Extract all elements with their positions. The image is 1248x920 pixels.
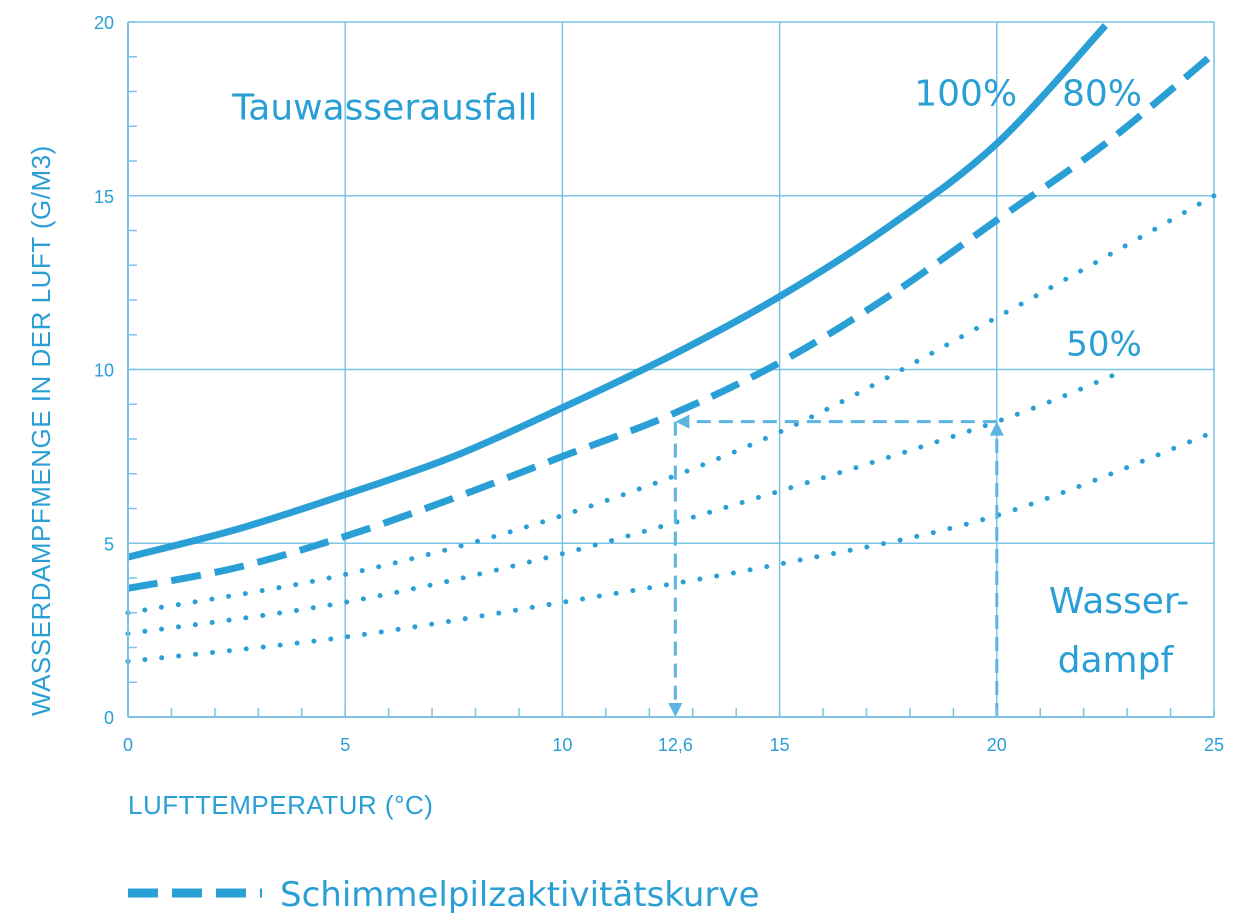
legend: Schimmelpilzaktivitätskurve bbox=[128, 875, 760, 915]
series-100-percent-line bbox=[127, 23, 1108, 561]
x-tick-label: 25 bbox=[1204, 735, 1224, 755]
series-80-percent-line bbox=[127, 50, 1217, 592]
x-tick-label: 10 bbox=[552, 735, 572, 755]
y-tick-label: 15 bbox=[94, 187, 114, 207]
x-tick-label: 20 bbox=[987, 735, 1007, 755]
label-dampf: dampf bbox=[1058, 640, 1175, 681]
y-tick-label: 5 bbox=[104, 534, 114, 554]
x-tick-label: 15 bbox=[770, 735, 790, 755]
guide-arrowhead-2 bbox=[668, 703, 683, 717]
x-tick-label: 5 bbox=[340, 735, 350, 755]
y-tick-label: 20 bbox=[94, 13, 114, 33]
label-80-percent: 80% bbox=[1062, 73, 1142, 114]
series-50-percent-line bbox=[125, 367, 1130, 637]
x-axis-title: LUFTTEMPERATUR (°C) bbox=[128, 790, 433, 820]
legend-label: Schimmelpilzaktivitätskurve bbox=[280, 875, 760, 915]
axes: 0 5 10 12,6 15 20 25 0 5 10 15 20 bbox=[94, 13, 1224, 755]
annotations: Tauwasserausfall 100% 80% 50% Wasser-dampf bbox=[231, 73, 1189, 680]
y-tick-label: 0 bbox=[104, 708, 114, 728]
y-axis-title: WASSERDAMPFMENGE IN DER LUFT (G/M3) bbox=[26, 145, 56, 716]
label-50-percent: 50% bbox=[1066, 325, 1142, 365]
y-tick-label: 10 bbox=[94, 361, 114, 381]
guide-arrowhead-1 bbox=[675, 414, 690, 429]
x-tick-label: 0 bbox=[123, 735, 133, 755]
series-group bbox=[125, 23, 1217, 664]
label-100-percent: 100% bbox=[914, 73, 1017, 114]
label-tauwasserausfall: Tauwasserausfall bbox=[231, 87, 537, 128]
guide-arrowhead-0 bbox=[989, 421, 1004, 436]
series-dotted-line-2 bbox=[125, 193, 1217, 616]
x-tick-label: 12,6 bbox=[658, 735, 693, 755]
label-wasser: Wasser- bbox=[1049, 581, 1190, 622]
guide-lines bbox=[668, 414, 1004, 717]
series-dotted-line-4 bbox=[125, 429, 1217, 664]
